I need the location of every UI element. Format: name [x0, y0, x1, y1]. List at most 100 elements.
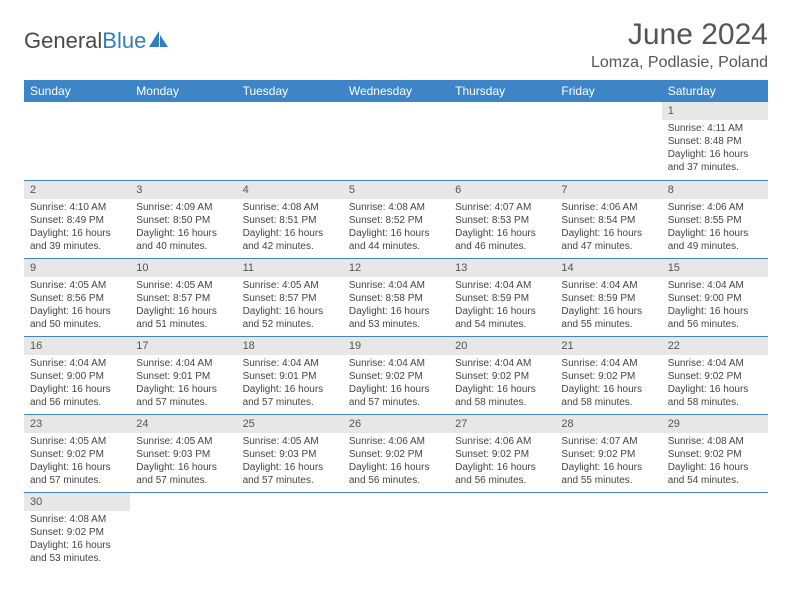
sail-icon: [148, 28, 170, 54]
brand-logo: GeneralBlue: [24, 28, 170, 54]
calendar-row: 9Sunrise: 4:05 AMSunset: 8:56 PMDaylight…: [24, 258, 768, 336]
weekday-header-row: SundayMondayTuesdayWednesdayThursdayFrid…: [24, 80, 768, 102]
day-content: Sunrise: 4:08 AMSunset: 8:51 PMDaylight:…: [237, 199, 343, 257]
calendar-cell: [449, 102, 555, 180]
day-content: Sunrise: 4:08 AMSunset: 9:02 PMDaylight:…: [24, 511, 130, 569]
day-number: 25: [237, 415, 343, 433]
title-block: June 2024 Lomza, Podlasie, Poland: [591, 18, 768, 72]
day-content: Sunrise: 4:05 AMSunset: 8:57 PMDaylight:…: [237, 277, 343, 335]
weekday-header: Thursday: [449, 80, 555, 102]
day-number: 14: [555, 259, 661, 277]
day-number: 9: [24, 259, 130, 277]
day-content: Sunrise: 4:08 AMSunset: 8:52 PMDaylight:…: [343, 199, 449, 257]
day-number: 3: [130, 181, 236, 199]
day-content: Sunrise: 4:06 AMSunset: 8:54 PMDaylight:…: [555, 199, 661, 257]
month-title: June 2024: [591, 18, 768, 52]
day-content: Sunrise: 4:04 AMSunset: 8:59 PMDaylight:…: [555, 277, 661, 335]
calendar-cell: 19Sunrise: 4:04 AMSunset: 9:02 PMDayligh…: [343, 336, 449, 414]
calendar-cell: 17Sunrise: 4:04 AMSunset: 9:01 PMDayligh…: [130, 336, 236, 414]
calendar-cell: 22Sunrise: 4:04 AMSunset: 9:02 PMDayligh…: [662, 336, 768, 414]
calendar-cell: 9Sunrise: 4:05 AMSunset: 8:56 PMDaylight…: [24, 258, 130, 336]
weekday-header: Sunday: [24, 80, 130, 102]
day-number: 26: [343, 415, 449, 433]
calendar-cell: [343, 102, 449, 180]
day-content: Sunrise: 4:04 AMSunset: 9:01 PMDaylight:…: [237, 355, 343, 413]
day-content: Sunrise: 4:10 AMSunset: 8:49 PMDaylight:…: [24, 199, 130, 257]
day-content: Sunrise: 4:04 AMSunset: 9:02 PMDaylight:…: [449, 355, 555, 413]
calendar-row: 16Sunrise: 4:04 AMSunset: 9:00 PMDayligh…: [24, 336, 768, 414]
calendar-cell: 5Sunrise: 4:08 AMSunset: 8:52 PMDaylight…: [343, 180, 449, 258]
calendar-cell: 26Sunrise: 4:06 AMSunset: 9:02 PMDayligh…: [343, 414, 449, 492]
calendar-cell: [343, 492, 449, 570]
calendar-body: 1Sunrise: 4:11 AMSunset: 8:48 PMDaylight…: [24, 102, 768, 570]
calendar-cell: 13Sunrise: 4:04 AMSunset: 8:59 PMDayligh…: [449, 258, 555, 336]
calendar-cell: 24Sunrise: 4:05 AMSunset: 9:03 PMDayligh…: [130, 414, 236, 492]
day-number: 20: [449, 337, 555, 355]
calendar-table: SundayMondayTuesdayWednesdayThursdayFrid…: [24, 80, 768, 570]
calendar-cell: 28Sunrise: 4:07 AMSunset: 9:02 PMDayligh…: [555, 414, 661, 492]
day-content: Sunrise: 4:05 AMSunset: 9:03 PMDaylight:…: [130, 433, 236, 491]
day-content: Sunrise: 4:04 AMSunset: 8:59 PMDaylight:…: [449, 277, 555, 335]
calendar-cell: 18Sunrise: 4:04 AMSunset: 9:01 PMDayligh…: [237, 336, 343, 414]
calendar-cell: 21Sunrise: 4:04 AMSunset: 9:02 PMDayligh…: [555, 336, 661, 414]
calendar-cell: 10Sunrise: 4:05 AMSunset: 8:57 PMDayligh…: [130, 258, 236, 336]
brand-part2: Blue: [102, 28, 146, 54]
calendar-cell: 2Sunrise: 4:10 AMSunset: 8:49 PMDaylight…: [24, 180, 130, 258]
calendar-cell: 14Sunrise: 4:04 AMSunset: 8:59 PMDayligh…: [555, 258, 661, 336]
day-content: Sunrise: 4:07 AMSunset: 9:02 PMDaylight:…: [555, 433, 661, 491]
day-number: 24: [130, 415, 236, 433]
day-number: 11: [237, 259, 343, 277]
day-content: Sunrise: 4:04 AMSunset: 9:00 PMDaylight:…: [24, 355, 130, 413]
day-number: 29: [662, 415, 768, 433]
day-content: Sunrise: 4:04 AMSunset: 9:00 PMDaylight:…: [662, 277, 768, 335]
calendar-row: 1Sunrise: 4:11 AMSunset: 8:48 PMDaylight…: [24, 102, 768, 180]
calendar-cell: 12Sunrise: 4:04 AMSunset: 8:58 PMDayligh…: [343, 258, 449, 336]
weekday-header: Monday: [130, 80, 236, 102]
day-content: Sunrise: 4:09 AMSunset: 8:50 PMDaylight:…: [130, 199, 236, 257]
calendar-cell: 25Sunrise: 4:05 AMSunset: 9:03 PMDayligh…: [237, 414, 343, 492]
day-number: 27: [449, 415, 555, 433]
day-number: 8: [662, 181, 768, 199]
calendar-cell: 30Sunrise: 4:08 AMSunset: 9:02 PMDayligh…: [24, 492, 130, 570]
day-number: 16: [24, 337, 130, 355]
calendar-cell: [555, 102, 661, 180]
day-number: 15: [662, 259, 768, 277]
calendar-cell: 7Sunrise: 4:06 AMSunset: 8:54 PMDaylight…: [555, 180, 661, 258]
day-number: 2: [24, 181, 130, 199]
day-content: Sunrise: 4:05 AMSunset: 8:57 PMDaylight:…: [130, 277, 236, 335]
calendar-cell: [237, 492, 343, 570]
day-content: Sunrise: 4:05 AMSunset: 9:02 PMDaylight:…: [24, 433, 130, 491]
day-content: Sunrise: 4:11 AMSunset: 8:48 PMDaylight:…: [662, 120, 768, 178]
day-number: 23: [24, 415, 130, 433]
day-number: 13: [449, 259, 555, 277]
calendar-cell: [130, 492, 236, 570]
header: GeneralBlue June 2024 Lomza, Podlasie, P…: [24, 18, 768, 72]
day-number: 22: [662, 337, 768, 355]
day-number: 19: [343, 337, 449, 355]
calendar-cell: 1Sunrise: 4:11 AMSunset: 8:48 PMDaylight…: [662, 102, 768, 180]
day-number: 12: [343, 259, 449, 277]
day-content: Sunrise: 4:06 AMSunset: 8:55 PMDaylight:…: [662, 199, 768, 257]
day-number: 6: [449, 181, 555, 199]
location: Lomza, Podlasie, Poland: [591, 54, 768, 72]
day-content: Sunrise: 4:04 AMSunset: 8:58 PMDaylight:…: [343, 277, 449, 335]
calendar-cell: [662, 492, 768, 570]
weekday-header: Tuesday: [237, 80, 343, 102]
calendar-cell: [130, 102, 236, 180]
day-content: Sunrise: 4:07 AMSunset: 8:53 PMDaylight:…: [449, 199, 555, 257]
day-number: 5: [343, 181, 449, 199]
calendar-row: 23Sunrise: 4:05 AMSunset: 9:02 PMDayligh…: [24, 414, 768, 492]
calendar-cell: [24, 102, 130, 180]
calendar-cell: [237, 102, 343, 180]
day-number: 7: [555, 181, 661, 199]
day-content: Sunrise: 4:04 AMSunset: 9:02 PMDaylight:…: [555, 355, 661, 413]
day-number: 21: [555, 337, 661, 355]
calendar-cell: 29Sunrise: 4:08 AMSunset: 9:02 PMDayligh…: [662, 414, 768, 492]
day-content: Sunrise: 4:08 AMSunset: 9:02 PMDaylight:…: [662, 433, 768, 491]
day-content: Sunrise: 4:06 AMSunset: 9:02 PMDaylight:…: [449, 433, 555, 491]
calendar-cell: 23Sunrise: 4:05 AMSunset: 9:02 PMDayligh…: [24, 414, 130, 492]
calendar-cell: 11Sunrise: 4:05 AMSunset: 8:57 PMDayligh…: [237, 258, 343, 336]
calendar-row: 30Sunrise: 4:08 AMSunset: 9:02 PMDayligh…: [24, 492, 768, 570]
calendar-cell: 3Sunrise: 4:09 AMSunset: 8:50 PMDaylight…: [130, 180, 236, 258]
day-number: 4: [237, 181, 343, 199]
